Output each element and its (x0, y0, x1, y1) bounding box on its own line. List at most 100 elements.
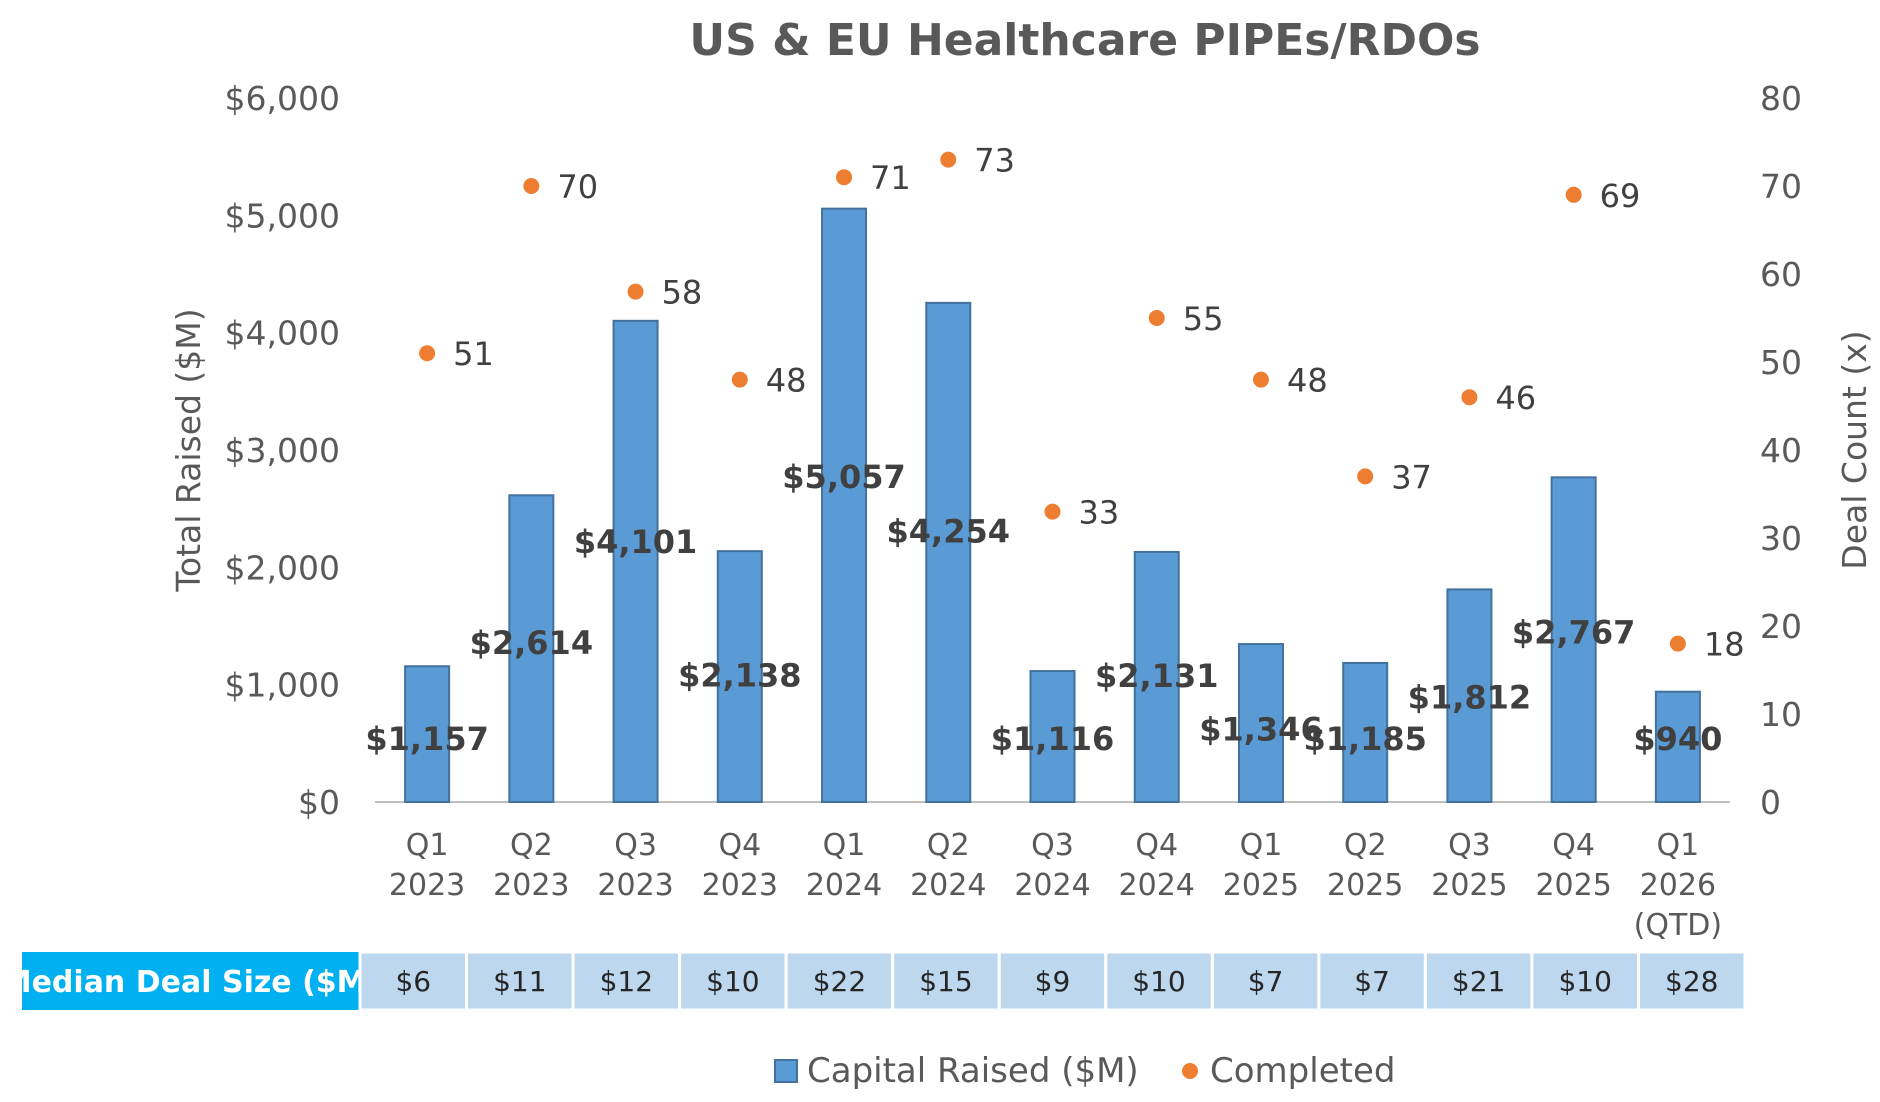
table-cell (1210, 950, 1321, 1012)
bar (1550, 476, 1597, 803)
legend-dot-swatch (1182, 1063, 1198, 1079)
completed-value-label: 73 (974, 142, 1015, 180)
table-cell (1317, 950, 1427, 1012)
bar-value-label: $1,346 (1199, 710, 1322, 748)
bar-value-label: $5,057 (782, 458, 905, 496)
table-header-label: Median Deal Size ($M) (2, 965, 381, 1000)
x-tick-label: Q3 2024 (1014, 828, 1090, 903)
bar-value-label: $4,254 (887, 513, 1010, 551)
x-tick-label: Q4 2024 (1119, 828, 1195, 903)
x-tick-label: Q4 2025 (1535, 828, 1611, 903)
table-cell-value: $10 (706, 965, 759, 998)
data-labels: $1,157 $2,614 $4,101 $2,138 $5,057 $4,254 $1,1… (365, 142, 1744, 758)
x-tick-label: Q1 2026 (QTD) (1634, 828, 1722, 943)
table-cell (1423, 950, 1534, 1012)
table-cell-value: $11 (493, 965, 546, 998)
table-cell-value: $10 (1558, 965, 1611, 998)
completed-value-label: 71 (870, 159, 911, 197)
completed-dot (627, 283, 644, 300)
x-tick-label: Q2 2024 (910, 828, 986, 903)
table-cell-value: $7 (1354, 965, 1390, 998)
x-tick-label: Q3 2023 (597, 828, 673, 903)
completed-dot (419, 345, 436, 362)
y-left-tick-label: $1,000 (225, 666, 340, 705)
y-right-tick-label: 60 (1760, 255, 1802, 294)
bar (1654, 690, 1701, 803)
y-left-tick-label: $0 (298, 783, 340, 822)
bar-value-label: $1,812 (1408, 679, 1531, 717)
y-right-tick-label: 80 (1760, 79, 1802, 118)
table-cell-value: $15 (919, 965, 972, 998)
bar (1133, 550, 1180, 803)
y-left-tick-label: $2,000 (225, 548, 340, 587)
table-cell (784, 950, 895, 1012)
legend-dot-label: Completed (1210, 1051, 1395, 1091)
completed-dot (1669, 635, 1686, 652)
completed-dot (1044, 503, 1061, 520)
bar-value-label: $2,131 (1095, 657, 1218, 695)
completed-value-label: 51 (453, 335, 494, 373)
completed-value-label: 58 (662, 274, 703, 312)
table-cell (678, 950, 788, 1012)
completed-value-label: 48 (766, 362, 807, 400)
table-cell-value: $22 (813, 965, 866, 998)
completed-dot (523, 178, 540, 194)
table-cell (1104, 950, 1214, 1012)
completed-dot (1357, 468, 1374, 485)
bar-value-label: $1,185 (1303, 720, 1426, 758)
completed-dot (1461, 389, 1478, 406)
bar (716, 550, 763, 804)
x-tick-label: Q2 2023 (493, 828, 569, 903)
y-right-tick-label: 10 (1760, 695, 1802, 734)
table-header-cell (22, 952, 360, 1010)
completed-dot (836, 169, 853, 186)
bar-value-label: $940 (1633, 720, 1722, 758)
y-right-tick-label: 0 (1760, 783, 1781, 822)
completed-value-label: 48 (1287, 362, 1328, 400)
x-tick-label: Q1 2024 (806, 828, 882, 903)
bar-value-label: $1,116 (991, 720, 1114, 758)
y-right-tick-label: 50 (1760, 343, 1802, 382)
completed-dot (1565, 186, 1582, 203)
y-left-tick-label: $5,000 (225, 196, 340, 235)
bar (1342, 661, 1389, 804)
completed-value-label: 46 (1495, 379, 1536, 417)
x-tick-label: Q1 2023 (389, 828, 465, 903)
y-left-tick-label: $4,000 (225, 314, 340, 353)
bar (925, 301, 972, 803)
completed-dot (731, 371, 748, 388)
table-cell-value: $28 (1665, 965, 1718, 998)
bar (404, 665, 451, 804)
x-tick-label: Q4 2023 (702, 828, 778, 903)
legend-bar-swatch (774, 1059, 798, 1083)
y-right-axis-title: Deal Count (x) (1835, 330, 1874, 569)
bar (1029, 670, 1076, 804)
table-cell (1636, 950, 1747, 1012)
completed-value-label: 33 (1079, 494, 1120, 532)
completed-value-label: 37 (1391, 458, 1432, 496)
completed-dot (1148, 310, 1165, 326)
bar-value-label: $4,101 (574, 523, 697, 561)
bar (1237, 643, 1284, 803)
bar-value-label: $2,614 (470, 624, 593, 662)
y-right-tick-label: 30 (1760, 519, 1802, 558)
x-tick-label: Q1 2025 (1223, 828, 1299, 903)
completed-dot (940, 151, 957, 168)
table-cell (997, 950, 1108, 1012)
bar-value-label: $2,138 (678, 657, 801, 695)
y-left-tick-label: $6,000 (225, 79, 340, 118)
y-left-tick-label: $3,000 (225, 431, 340, 470)
table-cell-value: $21 (1452, 965, 1505, 998)
completed-value-label: 55 (1183, 300, 1224, 338)
table-cell (571, 950, 682, 1012)
bar (612, 319, 659, 803)
table-cell-value: $10 (1132, 965, 1185, 998)
bar (508, 494, 555, 803)
x-tick-label: Q3 2025 (1431, 828, 1507, 903)
completed-value-label: 70 (557, 168, 598, 206)
median-deal-size-table: Median Deal Size ($M) $6 $11 $12 $10 $22 $15 $9… (2, 950, 1747, 1012)
y-right-tick-label: 20 (1760, 607, 1802, 646)
completed-value-label: 69 (1600, 177, 1641, 215)
table-cell (465, 950, 575, 1012)
table-cell-value: $7 (1248, 965, 1284, 998)
